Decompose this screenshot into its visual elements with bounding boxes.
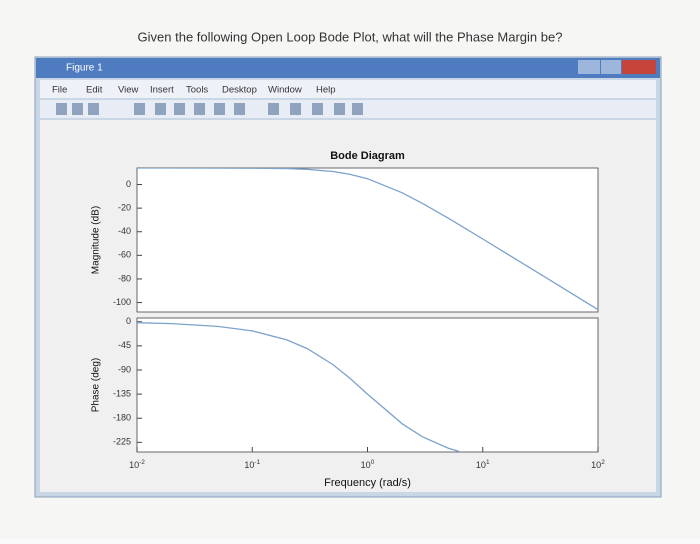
y-tick-label: -225 [113,437,131,447]
tick-base: 10 [244,460,254,470]
icon[interactable] [155,103,166,115]
close-button[interactable] [622,60,656,74]
question: Given the following Open Loop Bode Plot,… [138,29,563,44]
y-tick-label: -60 [118,250,131,260]
y-tick-label: -20 [118,203,131,213]
icon[interactable] [312,103,323,115]
x-tick-label: 101 [476,459,490,471]
menu-item[interactable]: File [52,85,67,96]
chart-title: Bode Diagram [330,150,405,162]
minimize-button[interactable] [578,60,600,74]
y-tick-label: -135 [113,388,131,398]
axes [136,317,599,453]
y-tick-label: -90 [118,364,131,374]
y-tick-label: -40 [118,226,131,236]
title-bar [36,58,660,78]
tick-base: 10 [361,460,371,470]
y-tick-label: -80 [118,273,131,283]
menu-item[interactable]: Help [316,85,336,96]
menu-bar [40,80,656,98]
y-tick-label: -45 [118,340,131,350]
y-tick-label: -100 [113,297,131,307]
maximize-button[interactable] [601,60,621,74]
x-tick-label: 10-1 [244,459,260,471]
line-series [137,322,463,452]
icon[interactable] [134,103,145,115]
tick-exponent: 1 [486,459,490,466]
tick-exponent: -1 [254,459,260,466]
icon[interactable] [290,103,301,115]
tick-exponent: 2 [601,459,605,466]
y-axis-label: Magnitude (dB) [91,206,102,274]
icon[interactable] [334,103,345,115]
icon[interactable] [194,103,205,115]
tick-exponent: 0 [371,459,375,466]
toolbar [40,100,656,118]
icon[interactable] [174,103,185,115]
icon[interactable] [352,103,363,115]
menu-item[interactable]: Window [268,85,302,96]
x-axis-label: Frequency (rad/s) [324,477,411,489]
tick-base: 10 [476,460,486,470]
menu-item[interactable]: View [118,85,139,96]
window-title: Figure 1 [66,63,103,74]
menu-item[interactable]: Desktop [222,85,257,96]
toolbar-icons [56,103,363,115]
y-tick-label: -180 [113,413,131,423]
menu-item[interactable]: Edit [86,85,103,96]
icon[interactable] [268,103,279,115]
tick-base: 10 [129,460,139,470]
y-axis-label: Phase (deg) [91,358,102,412]
x-tick-label: 100 [361,459,375,471]
icon[interactable] [214,103,225,115]
y-tick-label: 0 [126,316,131,326]
tick-exponent: -2 [139,459,145,466]
x-tick-label: 10-2 [129,459,145,471]
menu-item[interactable]: Insert [150,85,174,96]
icon[interactable] [234,103,245,115]
x-tick-label: 102 [591,459,605,471]
icon[interactable] [72,103,83,115]
line-series [137,168,598,311]
icon[interactable] [56,103,67,115]
tick-base: 10 [591,460,601,470]
icon[interactable] [88,103,99,115]
menu-item[interactable]: Tools [186,85,208,96]
y-tick-label: 0 [126,179,131,189]
axes [136,167,599,313]
